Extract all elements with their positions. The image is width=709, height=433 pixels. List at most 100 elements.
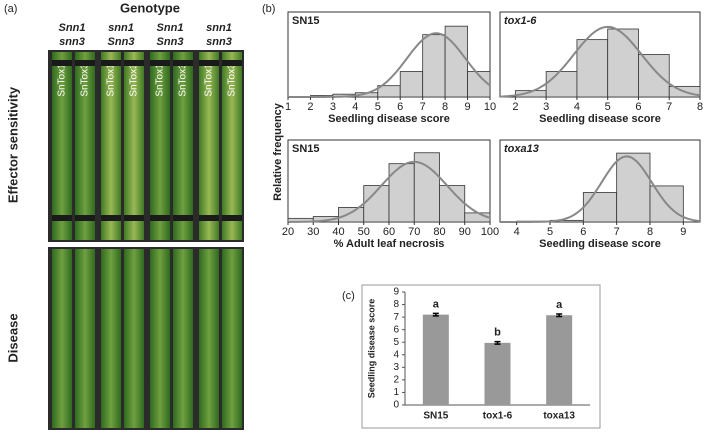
y-tick-label: 5 — [393, 337, 399, 348]
leaf — [101, 52, 121, 240]
ink-mark — [173, 60, 193, 66]
bar — [422, 314, 449, 405]
hist-bar — [616, 152, 651, 223]
y-tick-label: 8 — [393, 299, 399, 310]
leaf-label: SnTox1 — [106, 63, 117, 97]
ink-mark — [124, 215, 144, 221]
genotype-label: snn3 — [206, 36, 232, 48]
genotype-label: snn1 — [108, 22, 134, 34]
fit-curve — [288, 32, 491, 98]
x-tick-label: 5 — [375, 101, 381, 113]
x-axis-label: Seedling disease score — [328, 113, 450, 125]
x-tick-label: toxa13 — [543, 411, 575, 422]
row-label: Disease — [5, 313, 20, 362]
leaf — [199, 249, 219, 428]
x-tick-label: 6 — [397, 101, 403, 113]
ink-mark — [75, 215, 95, 221]
leaf-label: SnTox1 — [155, 63, 166, 97]
y-axis-label: Seedling disease score — [366, 299, 376, 399]
hist-title: SN15 — [292, 143, 320, 155]
y-tick-label: 3 — [393, 362, 399, 373]
x-tick-label: 7 — [666, 101, 672, 113]
leaf — [173, 52, 193, 240]
leaf — [101, 249, 121, 428]
panel-label: (a) — [4, 3, 17, 15]
hist-bar — [444, 25, 468, 98]
genotype-label: Snn1 — [59, 22, 86, 34]
leaf — [124, 52, 144, 240]
plot-frame — [361, 284, 601, 429]
x-tick-label: 6 — [580, 226, 586, 238]
genotype-label: Snn1 — [157, 22, 184, 34]
ink-mark — [199, 60, 219, 66]
genotype-label: snn3 — [59, 36, 85, 48]
genotype-label: Snn3 — [108, 36, 135, 48]
ink-mark — [222, 60, 242, 66]
x-tick-label: 50 — [358, 226, 370, 238]
x-tick-label: 4 — [574, 101, 580, 113]
ink-mark — [222, 215, 242, 221]
genotype-label: snn1 — [206, 22, 232, 34]
error-bar — [494, 340, 501, 345]
leaf — [52, 249, 72, 428]
x-tick-label: 5 — [605, 101, 611, 113]
ink-mark — [52, 215, 72, 221]
x-tick-label: SN15 — [423, 411, 448, 422]
leaf — [75, 249, 95, 428]
x-tick-label: 3 — [543, 101, 549, 113]
x-tick-label: 10 — [484, 101, 496, 113]
x-tick-label: 20 — [282, 226, 294, 238]
ink-mark — [124, 60, 144, 66]
significance-letter: b — [494, 327, 501, 339]
y-tick-label: 7 — [393, 312, 399, 323]
ink-mark — [101, 60, 121, 66]
bar — [484, 342, 511, 405]
hist-bar — [413, 152, 440, 223]
genotype-label: Snn3 — [157, 36, 184, 48]
x-tick-label: 90 — [459, 226, 471, 238]
ink-mark — [101, 215, 121, 221]
leaf-label: SnTox3 — [129, 63, 140, 97]
leaf — [222, 249, 242, 428]
hist-bar — [545, 71, 578, 98]
fit-curve — [288, 160, 491, 223]
x-axis-label: Seedling disease score — [539, 113, 661, 125]
significance-letter: a — [556, 299, 563, 311]
leaf-label: SnTox3 — [80, 63, 91, 97]
x-tick-label: 4 — [352, 101, 358, 113]
hist-bar — [338, 207, 365, 223]
x-tick-label: 8 — [647, 226, 653, 238]
x-tick-label: 3 — [330, 101, 336, 113]
hist-bar — [422, 34, 446, 98]
ink-mark — [173, 215, 193, 221]
hist-bar — [582, 192, 618, 223]
y-tick-label: 1 — [393, 387, 399, 398]
error-bar — [556, 313, 563, 318]
x-axis-label: Seedling disease score — [539, 238, 661, 250]
y-tick-label: 0 — [393, 400, 399, 411]
ink-mark — [199, 215, 219, 221]
y-tick-label: 6 — [393, 324, 399, 335]
x-tick-label: 7 — [420, 101, 426, 113]
x-tick-label: 100 — [481, 226, 499, 238]
y-tick-label: 2 — [393, 375, 399, 386]
row-label: Effector sensitivity — [5, 86, 20, 203]
leaf-label: SnTox3 — [178, 63, 189, 97]
y-tick-label: 9 — [393, 287, 399, 298]
leaf — [52, 52, 72, 240]
bar — [546, 315, 573, 405]
hist-bar — [576, 39, 609, 98]
genotype-title: Genotype — [120, 0, 180, 15]
x-tick-label: 7 — [614, 226, 620, 238]
x-tick-label: 8 — [442, 101, 448, 113]
x-tick-label: 2 — [512, 101, 518, 113]
fit-curve — [499, 25, 701, 98]
ink-mark — [150, 60, 170, 66]
ink-mark — [150, 215, 170, 221]
x-tick-label: 2 — [307, 101, 313, 113]
x-tick-label: 9 — [464, 101, 470, 113]
hist-bar — [607, 28, 639, 98]
leaf-label: SnTox1 — [204, 63, 215, 97]
x-axis-label: % Adult leaf necrosis — [334, 238, 445, 250]
significance-letter: a — [433, 298, 440, 310]
